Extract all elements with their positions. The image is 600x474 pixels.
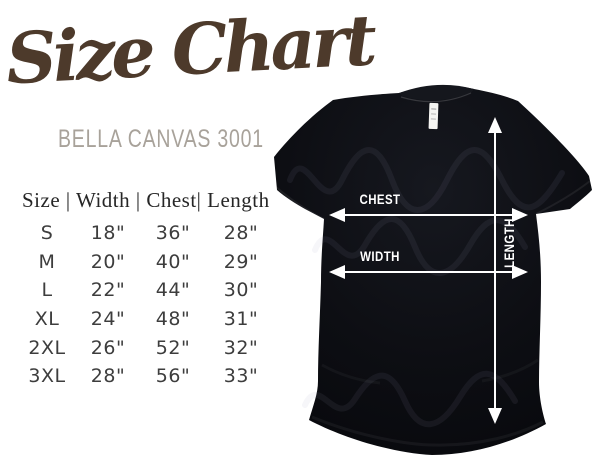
width-cell: 28": [90, 365, 126, 388]
length-cell: 30": [223, 279, 259, 302]
right-cuff-fold: [535, 180, 591, 215]
length-cell: 32": [223, 336, 259, 359]
size-cell: 3XL: [28, 365, 66, 388]
left-cuff-fold: [275, 186, 325, 220]
chest-label: CHEST: [359, 191, 401, 207]
width-label: WIDTH: [360, 248, 400, 264]
chest-cell: 52": [155, 336, 191, 359]
collar-seam: [400, 92, 472, 103]
size-table-header: Size | Width | Chest| Length: [22, 188, 270, 212]
width-cell: 18": [90, 222, 126, 245]
chest-cell: 40": [155, 250, 191, 273]
tshirt-photo: [274, 84, 592, 456]
width-cell: 22": [90, 279, 126, 302]
care-tag-icon: [428, 102, 439, 130]
size-cell: L: [41, 279, 53, 302]
chest-cell: 48": [155, 308, 191, 331]
watermark: [287, 147, 565, 428]
size-cell: S: [40, 222, 54, 245]
size-table: S 18" 36" 28" M 20" 40" 29" L 22" 44" 30…: [18, 219, 276, 391]
width-cell: 26": [90, 336, 126, 359]
size-cell: M: [38, 250, 56, 273]
body-wrinkle: [321, 363, 381, 385]
collar: [399, 84, 474, 101]
body-wrinkle: [481, 358, 539, 383]
chest-cell: 36": [155, 222, 191, 245]
length-label: LENGTH: [501, 218, 517, 268]
length-cell: 28": [223, 222, 259, 245]
chest-cell: 56": [155, 365, 191, 388]
hem-fold: [311, 415, 544, 447]
length-cell: 29": [223, 250, 259, 273]
size-cell: XL: [34, 308, 60, 331]
width-cell: 24": [90, 308, 126, 331]
size-cell: 2XL: [28, 336, 66, 359]
width-cell: 20": [90, 250, 126, 273]
length-cell: 33": [223, 365, 259, 388]
length-cell: 31": [223, 308, 259, 331]
brand-subtitle: BELLA CANVAS 3001: [58, 125, 264, 153]
chest-cell: 44": [155, 279, 191, 302]
